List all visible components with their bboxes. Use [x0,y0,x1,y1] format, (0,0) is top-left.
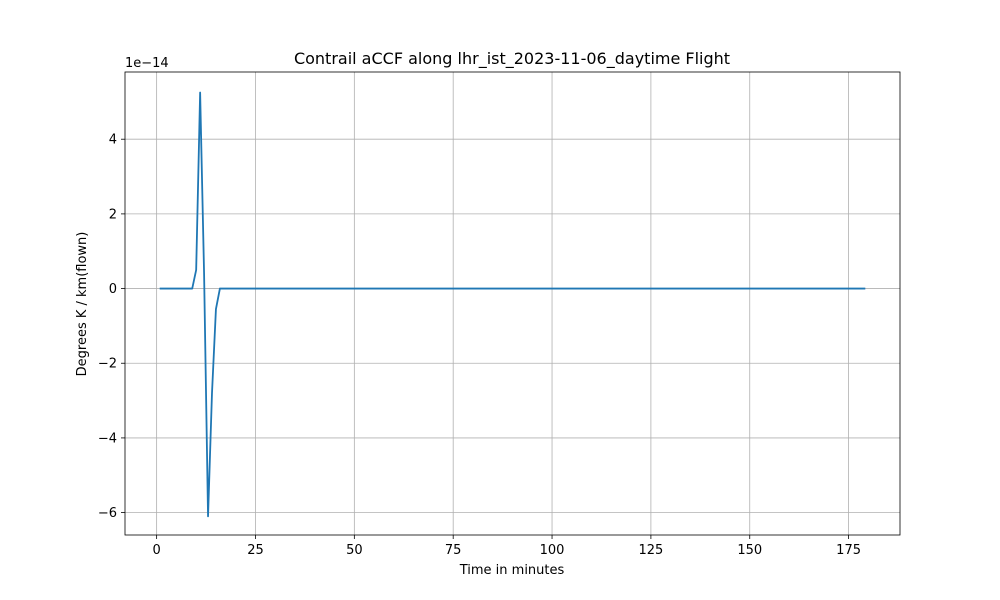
x-tick-label: 125 [638,543,663,558]
y-axis-label: Degrees K / km(flown) [75,232,90,377]
y-tick-label: 2 [109,207,117,222]
y-tick-label: −2 [98,357,117,372]
tick-layer: 0 25 50 75 100 125 150 175 −6 −4 −2 0 2 4 [98,133,861,558]
y-tick-label: −4 [98,431,117,446]
series-line [159,91,866,518]
x-tick-label: 25 [247,543,264,558]
y-tick-label: −6 [98,506,117,521]
x-tick-label: 50 [346,543,363,558]
plot-frame [124,71,901,536]
y-offset-label: 1e−14 [125,56,169,71]
chart-title: Contrail aCCF along lhr_ist_2023-11-06_d… [294,49,730,69]
x-tick-label: 0 [152,543,160,558]
series-layer [159,91,866,518]
x-tick-label: 150 [737,543,762,558]
x-tick-label: 75 [445,543,462,558]
plot-background [125,72,900,535]
x-tick-label: 175 [836,543,861,558]
x-axis-label: Time in minutes [459,563,565,578]
y-tick-label: 4 [109,133,117,148]
x-tick-label: 100 [540,543,565,558]
y-tick-label: 0 [109,282,117,297]
